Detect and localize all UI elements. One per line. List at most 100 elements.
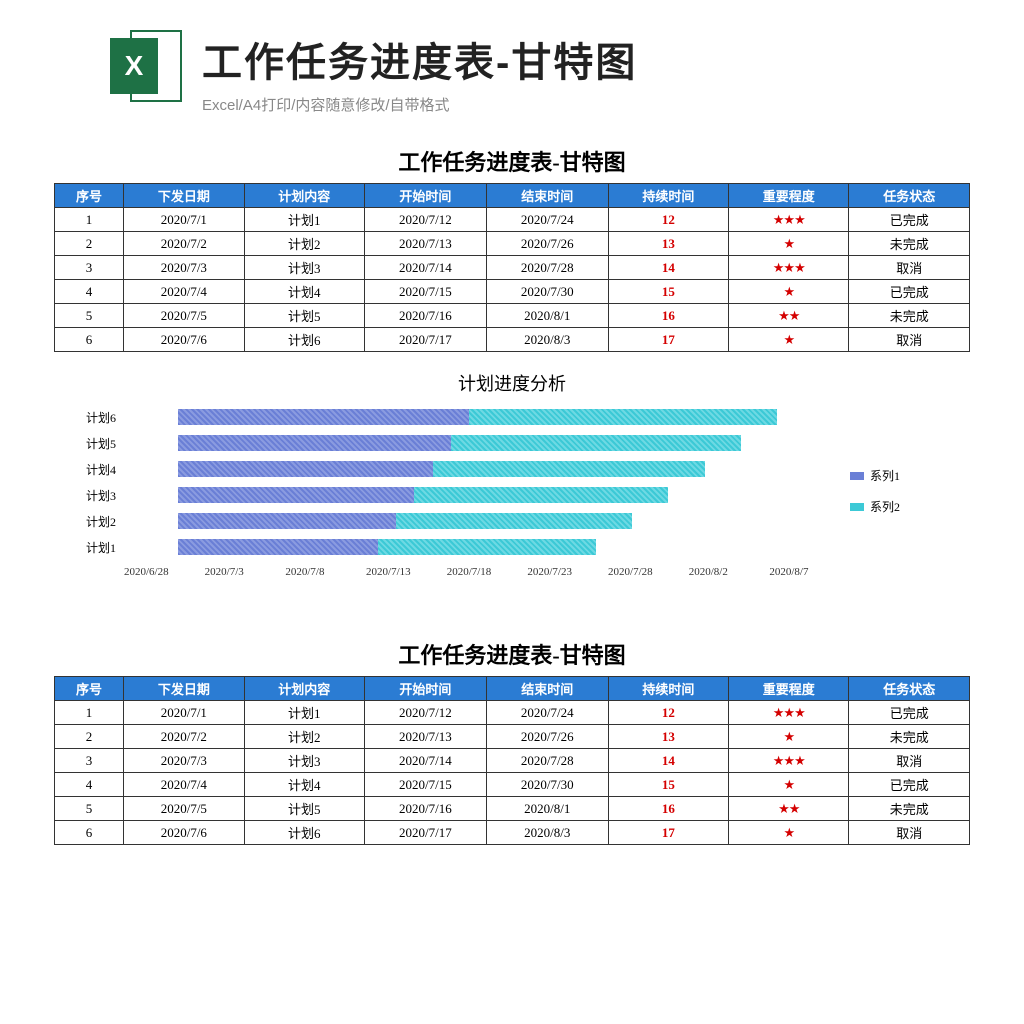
table-cell: 2020/7/16 <box>364 304 486 328</box>
table-cell: 取消 <box>849 749 970 773</box>
table-cell: 17 <box>608 328 728 352</box>
sheet-preview-1: 工作任务进度表-甘特图 序号下发日期计划内容开始时间结束时间持续时间重要程度任务… <box>54 145 970 578</box>
task-table-2: 序号下发日期计划内容开始时间结束时间持续时间重要程度任务状态 12020/7/1… <box>54 676 970 845</box>
excel-icon-letter: X <box>110 38 158 94</box>
table-row: 52020/7/5计划52020/7/162020/8/116★★未完成 <box>55 304 970 328</box>
table-cell: ★★★ <box>729 701 849 725</box>
table-cell: 2020/7/14 <box>364 749 486 773</box>
gantt-bar-s1 <box>178 409 468 425</box>
column-header: 开始时间 <box>364 184 486 208</box>
gantt-row-label: 计划5 <box>54 435 124 452</box>
table-cell: 2020/7/2 <box>124 725 244 749</box>
gantt-bar-s2 <box>396 513 632 529</box>
table-cell: 2020/7/17 <box>364 328 486 352</box>
table-cell: 2020/7/26 <box>486 725 608 749</box>
table-cell: 2020/8/3 <box>486 328 608 352</box>
table-cell: 2020/7/15 <box>364 773 486 797</box>
table-cell: 2020/7/3 <box>124 749 244 773</box>
gantt-bar-s2 <box>469 409 778 425</box>
table-cell: 计划5 <box>244 304 364 328</box>
table-cell: 2020/7/3 <box>124 256 244 280</box>
x-tick: 2020/7/18 <box>447 566 528 578</box>
page-header: X 工作任务进度表-甘特图 Excel/A4打印/内容随意修改/自带格式 <box>0 0 1024 125</box>
table-cell: 15 <box>608 773 728 797</box>
table-row: 42020/7/4计划42020/7/152020/7/3015★已完成 <box>55 773 970 797</box>
table-cell: 取消 <box>849 328 970 352</box>
table-cell: 2020/7/6 <box>124 328 244 352</box>
column-header: 下发日期 <box>124 677 244 701</box>
table-cell: 2 <box>55 725 124 749</box>
legend-swatch-s2 <box>850 503 864 511</box>
table-cell: 未完成 <box>849 797 970 821</box>
legend-swatch-s1 <box>850 472 864 480</box>
table-cell: 5 <box>55 797 124 821</box>
table-cell: 2020/7/24 <box>486 208 608 232</box>
table-cell: ★ <box>729 773 849 797</box>
gantt-bar-s1 <box>178 487 414 503</box>
gantt-chart: 计划进度分析 计划6计划5计划4计划3计划2计划12020/6/282020/7… <box>54 370 970 578</box>
column-header: 开始时间 <box>364 677 486 701</box>
gantt-row-label: 计划4 <box>54 461 124 478</box>
table-cell: 6 <box>55 328 124 352</box>
table-cell: 计划2 <box>244 232 364 256</box>
x-tick: 2020/8/7 <box>769 566 850 578</box>
table-cell: 16 <box>608 797 728 821</box>
gantt-row: 计划5 <box>54 430 850 456</box>
table-cell: 计划2 <box>244 725 364 749</box>
table-cell: 2020/7/15 <box>364 280 486 304</box>
column-header: 序号 <box>55 184 124 208</box>
x-tick: 2020/7/3 <box>205 566 286 578</box>
table-cell: 13 <box>608 725 728 749</box>
x-tick: 2020/7/28 <box>608 566 689 578</box>
gantt-row: 计划4 <box>54 456 850 482</box>
table-cell: 3 <box>55 749 124 773</box>
table-cell: ★ <box>729 821 849 845</box>
table-row: 12020/7/1计划12020/7/122020/7/2412★★★已完成 <box>55 208 970 232</box>
table-cell: 4 <box>55 280 124 304</box>
table-cell: 未完成 <box>849 725 970 749</box>
table-cell: 2020/7/6 <box>124 821 244 845</box>
table-cell: 1 <box>55 208 124 232</box>
table-cell: 16 <box>608 304 728 328</box>
table-cell: ★★★ <box>729 256 849 280</box>
gantt-bar-s1 <box>178 539 378 555</box>
sheet-preview-2: 工作任务进度表-甘特图 序号下发日期计划内容开始时间结束时间持续时间重要程度任务… <box>54 638 970 845</box>
table-cell: 2020/7/4 <box>124 773 244 797</box>
table-cell: 2020/7/24 <box>486 701 608 725</box>
gantt-bar-s2 <box>451 435 741 451</box>
column-header: 任务状态 <box>849 184 970 208</box>
table-cell: 取消 <box>849 821 970 845</box>
table-row: 22020/7/2计划22020/7/132020/7/2613★未完成 <box>55 232 970 256</box>
table-cell: 5 <box>55 304 124 328</box>
table-row: 12020/7/1计划12020/7/122020/7/2412★★★已完成 <box>55 701 970 725</box>
gantt-row-label: 计划2 <box>54 513 124 530</box>
table-cell: 计划3 <box>244 256 364 280</box>
table-cell: ★★ <box>729 304 849 328</box>
column-header: 序号 <box>55 677 124 701</box>
table-cell: 2020/8/3 <box>486 821 608 845</box>
page-title: 工作任务进度表-甘特图 <box>202 30 637 88</box>
table-cell: ★★ <box>729 797 849 821</box>
chart-legend: 系列1 系列2 <box>850 453 970 529</box>
table-cell: 计划1 <box>244 701 364 725</box>
table-cell: 已完成 <box>849 280 970 304</box>
gantt-row: 计划1 <box>54 534 850 560</box>
gantt-row-label: 计划3 <box>54 487 124 504</box>
gantt-bar-s2 <box>378 539 596 555</box>
table-cell: 4 <box>55 773 124 797</box>
gantt-bar-s2 <box>414 487 668 503</box>
table-cell: 15 <box>608 280 728 304</box>
gantt-row: 计划2 <box>54 508 850 534</box>
table-cell: 计划3 <box>244 749 364 773</box>
gantt-row-label: 计划6 <box>54 409 124 426</box>
table-cell: 12 <box>608 208 728 232</box>
table-row: 62020/7/6计划62020/7/172020/8/317★取消 <box>55 821 970 845</box>
gantt-row: 计划3 <box>54 482 850 508</box>
gantt-bar-s2 <box>433 461 705 477</box>
table-cell: 未完成 <box>849 304 970 328</box>
table-row: 42020/7/4计划42020/7/152020/7/3015★已完成 <box>55 280 970 304</box>
column-header: 重要程度 <box>729 677 849 701</box>
table-cell: 2020/7/16 <box>364 797 486 821</box>
table-cell: 2020/7/14 <box>364 256 486 280</box>
table-cell: 计划4 <box>244 280 364 304</box>
